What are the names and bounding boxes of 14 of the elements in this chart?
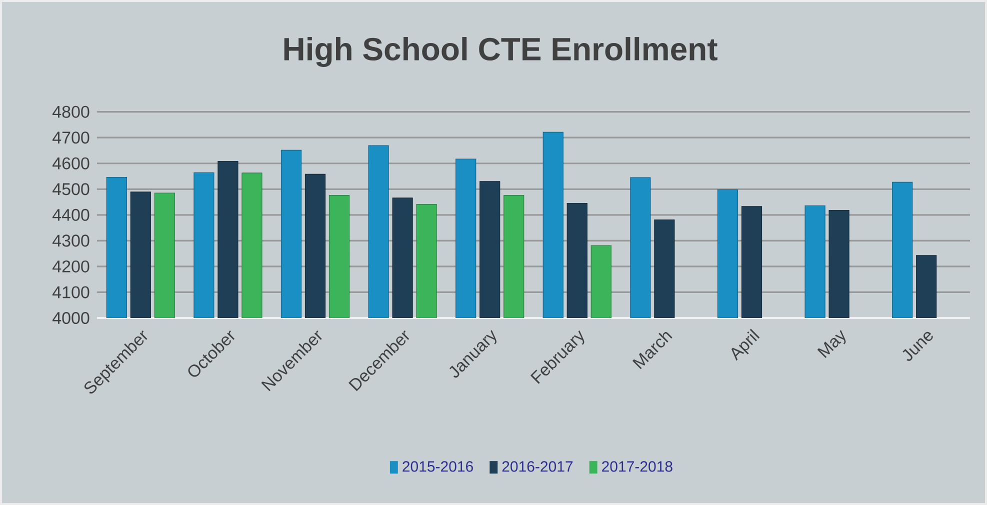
legend-label: 2016-2017: [502, 461, 573, 472]
y-tick-label: 4500: [52, 183, 90, 196]
y-tick-label: 4600: [52, 157, 90, 170]
legend-label: 2015-2016: [402, 461, 473, 472]
legend-label: 2017-2018: [602, 461, 672, 472]
chart-title: High School CTE Enrollment: [284, 37, 718, 67]
y-tick-label: 4000: [52, 312, 90, 324]
x-tick-label: May: [817, 330, 846, 358]
y-tick-label: 4400: [52, 208, 90, 221]
y-tick-label: 4300: [52, 234, 90, 247]
y-tick-label: 4700: [52, 132, 90, 144]
y-tick-label: 4800: [52, 106, 90, 118]
y-tick-label: 4100: [52, 286, 90, 298]
y-tick-label: 4200: [52, 260, 90, 272]
